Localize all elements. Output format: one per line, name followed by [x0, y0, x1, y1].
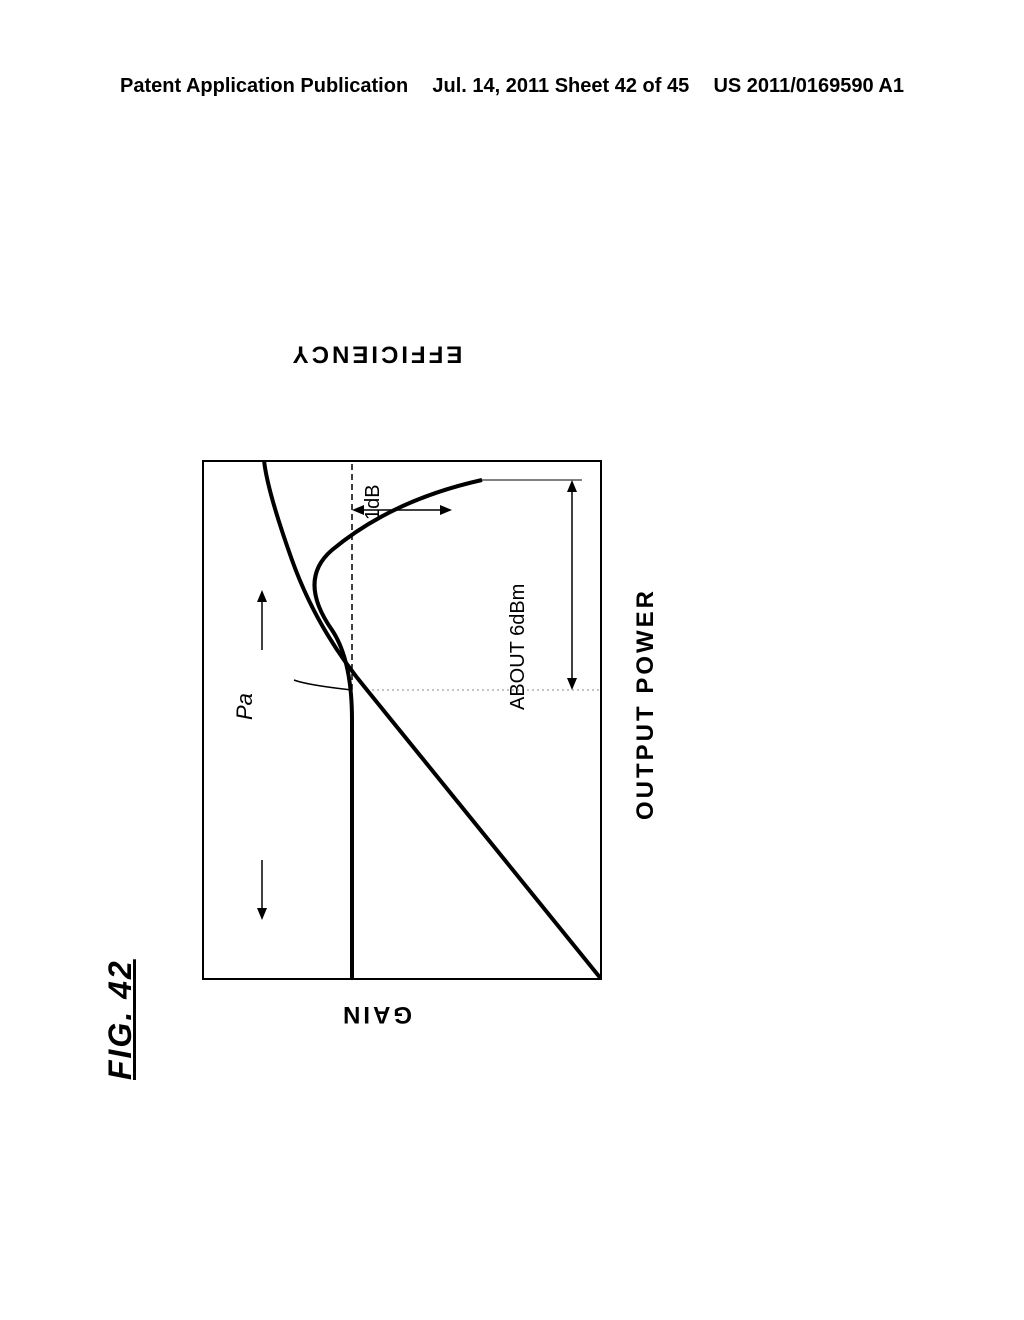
- one-db-label: 1dB: [362, 484, 385, 520]
- gain-axis-label: GAIN: [340, 1000, 412, 1028]
- gain-arrow-head: [257, 908, 267, 920]
- chart-svg: [202, 460, 602, 980]
- efficiency-curve: [264, 460, 602, 980]
- header-center: Jul. 14, 2011 Sheet 42 of 45: [432, 75, 689, 98]
- output-power-axis-label: OUTPUT POWER: [632, 588, 660, 820]
- eff-arrow-head: [257, 590, 267, 602]
- figure-container: FIG. 42: [0, 180, 1024, 1180]
- header-right: US 2011/0169590 A1: [713, 75, 904, 98]
- header-left: Patent Application Publication: [120, 75, 408, 98]
- figure-number-label: FIG. 42: [102, 959, 139, 1080]
- pa-point-label: Pa: [232, 693, 258, 720]
- efficiency-axis-label: EFFICIENCY: [290, 340, 463, 368]
- one-db-arrow-down: [440, 505, 452, 515]
- pa-pointer: [294, 680, 352, 690]
- rotated-figure: FIG. 42: [162, 280, 862, 1080]
- six-dbm-arrow-left: [567, 678, 577, 690]
- six-dbm-label: ABOUT 6dBm: [507, 584, 530, 710]
- six-dbm-arrow-right: [567, 480, 577, 492]
- page-header: Patent Application Publication Jul. 14, …: [0, 75, 1024, 98]
